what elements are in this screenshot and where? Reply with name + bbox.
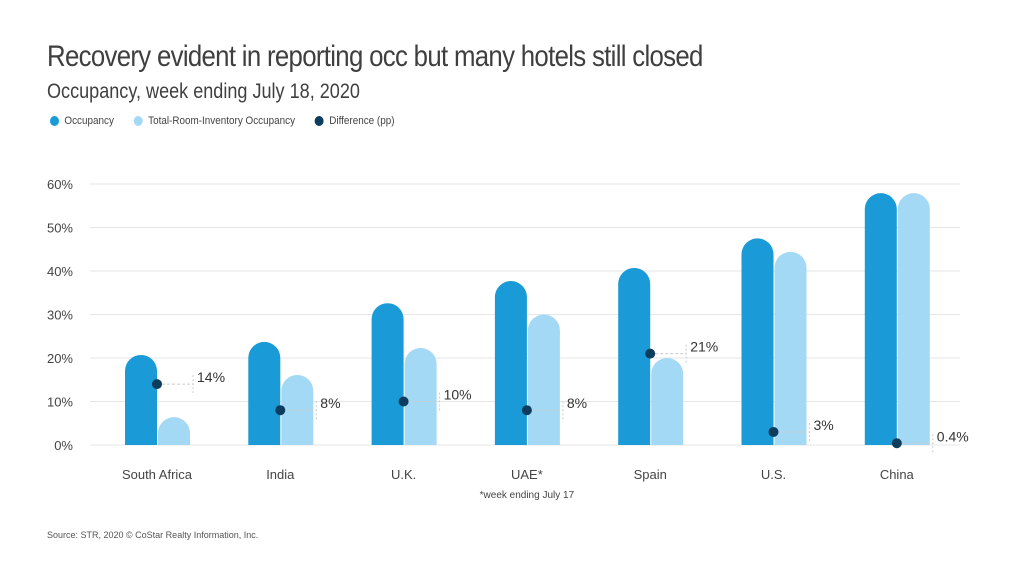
legend-label: Occupancy bbox=[64, 115, 114, 127]
y-tick-label: 30% bbox=[47, 308, 73, 323]
difference-label: 3% bbox=[814, 417, 834, 433]
y-tick-label: 0% bbox=[54, 438, 73, 453]
difference-label: 0.4% bbox=[937, 428, 969, 444]
legend-swatch bbox=[50, 116, 59, 126]
difference-label: 8% bbox=[567, 395, 587, 411]
bar-occupancy bbox=[125, 354, 157, 445]
bar-occupancy bbox=[864, 193, 897, 445]
difference-label: 14% bbox=[197, 369, 225, 385]
y-tick-label: 10% bbox=[47, 395, 73, 410]
bar-tri-occupancy bbox=[651, 358, 684, 445]
difference-dot bbox=[275, 405, 286, 416]
difference-dot bbox=[768, 426, 779, 437]
footnote-annotation: *week ending July 17 bbox=[480, 490, 575, 501]
bar-occupancy bbox=[618, 267, 651, 445]
legend-swatch bbox=[314, 116, 324, 126]
difference-dot bbox=[152, 379, 162, 390]
x-tick-label: South Africa bbox=[122, 467, 193, 482]
bar-occupancy bbox=[248, 341, 281, 445]
bar-occupancy bbox=[494, 281, 527, 445]
source-note: Source: STR, 2020 © CoStar Realty Inform… bbox=[47, 530, 259, 540]
y-tick-label: 40% bbox=[47, 264, 73, 279]
difference-dot bbox=[891, 438, 902, 449]
x-tick-label: UAE* bbox=[511, 467, 543, 482]
x-tick-label: India bbox=[266, 467, 295, 482]
x-tick-label: U.S. bbox=[761, 467, 786, 482]
x-tick-label: China bbox=[880, 467, 915, 482]
legend-tri: Total-Room-Inventory Occupancy bbox=[133, 115, 296, 127]
y-tick-label: 50% bbox=[47, 221, 73, 236]
bar-tri-occupancy bbox=[158, 417, 190, 445]
difference-label: 21% bbox=[690, 339, 718, 355]
chart-subtitle: Occupancy, week ending July 18, 2020 bbox=[47, 80, 360, 103]
bar-tri-occupancy bbox=[404, 347, 437, 445]
difference-dot bbox=[398, 396, 409, 407]
x-tick-label: U.K. bbox=[391, 467, 416, 482]
x-tick-label: Spain bbox=[634, 467, 667, 482]
difference-label: 8% bbox=[320, 395, 340, 411]
legend-swatch bbox=[133, 116, 143, 126]
legend-occupancy: Occupancy bbox=[50, 115, 114, 127]
legend-label: Total-Room-Inventory Occupancy bbox=[148, 115, 296, 127]
legend-difference: Difference (pp) bbox=[314, 115, 395, 127]
difference-dot bbox=[521, 405, 532, 416]
legend: Occupancy Total-Room-Inventory Occupancy… bbox=[50, 115, 395, 127]
y-tick-label: 20% bbox=[47, 351, 73, 366]
difference-dot bbox=[645, 348, 656, 359]
chart-title: Recovery evident in reporting occ but ma… bbox=[47, 40, 703, 73]
bar-tri-occupancy bbox=[527, 314, 560, 445]
legend-label: Difference (pp) bbox=[329, 115, 395, 127]
bar-tri-occupancy bbox=[897, 193, 930, 445]
difference-label: 10% bbox=[444, 387, 472, 403]
bar-tri-occupancy bbox=[774, 251, 807, 445]
bar-occupancy bbox=[371, 303, 404, 445]
bar-occupancy bbox=[741, 238, 774, 445]
y-tick-label: 60% bbox=[47, 177, 73, 192]
